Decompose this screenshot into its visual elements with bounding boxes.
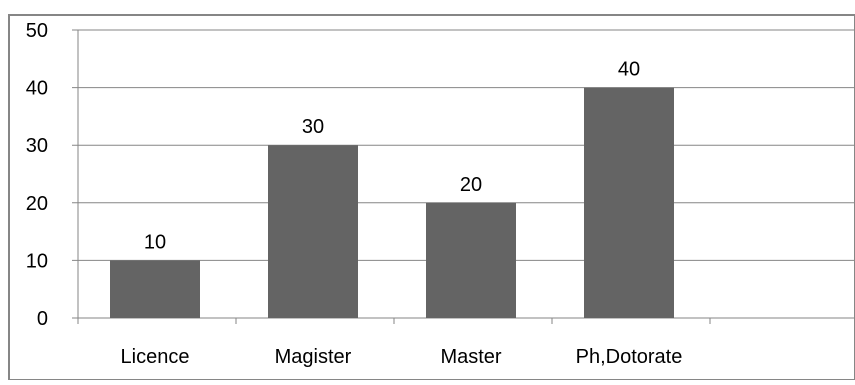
y-tick-label: 0 — [37, 308, 48, 330]
y-tick-labels: 0 10 20 30 40 50 — [26, 20, 48, 330]
gridlines — [72, 29, 855, 261]
y-tick-label: 50 — [26, 20, 48, 42]
data-label: 20 — [460, 174, 482, 196]
x-tick-label: Ph,Dotorate — [576, 346, 683, 368]
y-tick-label: 40 — [26, 78, 48, 100]
y-tick-label: 10 — [26, 250, 48, 272]
x-tick-labels: Licence Magister Master Ph,Dotorate — [121, 346, 683, 368]
chart-frame — [8, 14, 855, 381]
x-tick-label: Licence — [121, 346, 190, 368]
bar-magister — [268, 145, 358, 318]
data-label: 30 — [302, 116, 324, 138]
bar-licence — [110, 260, 200, 318]
bar-ph-dotorate — [584, 87, 674, 318]
data-labels: 10 30 20 40 — [144, 59, 640, 254]
bar-master — [426, 202, 516, 318]
y-tick-label: 20 — [26, 193, 48, 215]
data-label: 40 — [618, 59, 640, 81]
bars — [110, 87, 674, 318]
y-tick-label: 30 — [26, 135, 48, 157]
x-tick-label: Magister — [275, 346, 352, 368]
x-tick-label: Master — [440, 346, 501, 368]
data-label: 10 — [144, 231, 166, 253]
